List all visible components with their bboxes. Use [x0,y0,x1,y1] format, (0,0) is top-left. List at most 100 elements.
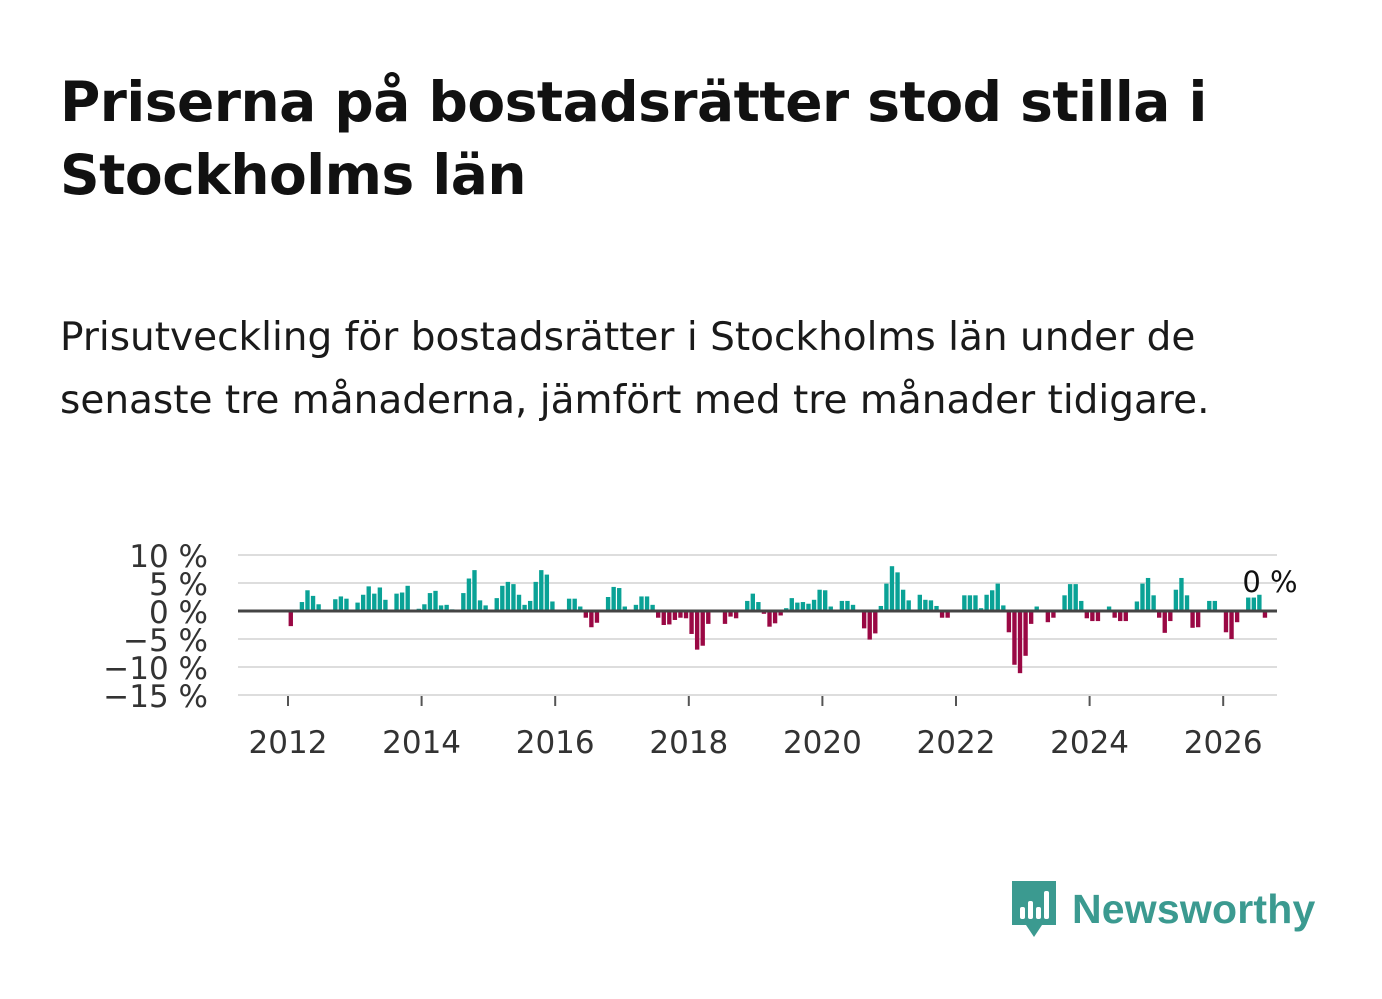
bar [656,611,661,618]
x-tick-label: 2024 [1050,725,1129,761]
bar [444,604,449,611]
bar [1090,611,1095,622]
bar [934,605,939,611]
bar [544,574,550,611]
bar [967,595,973,611]
bar [533,581,538,611]
y-tick-label: −15 % [103,679,208,715]
bar [867,611,872,640]
bar [399,592,405,611]
bar [683,611,689,619]
y-tick-label: −5 % [123,623,208,659]
bar [288,611,293,627]
bar [1095,611,1101,622]
bar [438,605,444,611]
bar [778,611,783,616]
x-tick-label: 2020 [783,725,862,761]
bar [1017,611,1023,674]
bar [1195,611,1201,628]
bar [811,599,817,611]
y-tick-label: 10 % [129,539,208,575]
bar [878,605,884,611]
bar [1134,601,1140,611]
bar [923,599,928,611]
bar [678,611,683,618]
bar [483,605,488,611]
bar [661,611,666,625]
bar [1118,611,1123,622]
bar [962,595,967,611]
bar [1045,611,1051,623]
bar [355,602,360,611]
y-tick-label: 5 % [149,567,208,603]
bar [494,598,499,611]
bar [839,600,845,611]
bar [461,593,466,611]
bar [817,589,822,611]
gridlines [238,554,1277,696]
bar [605,597,611,611]
bar [1207,600,1212,611]
bar [1006,611,1012,633]
bar [1223,611,1229,633]
bar [366,586,371,611]
bar [1157,611,1162,618]
bar [756,602,761,611]
bar [828,606,833,611]
bar [539,570,544,611]
bar [505,581,511,611]
bar [1257,594,1262,611]
bar [928,600,934,611]
bar [594,611,600,623]
bar [1251,597,1256,611]
bar [333,599,338,611]
bar [511,584,516,611]
bar [1079,600,1084,611]
x-tick-label: 2012 [249,725,328,761]
bar [566,598,572,611]
bar [1001,605,1006,611]
bar [939,611,945,618]
bar [1229,611,1234,639]
bar [466,578,472,611]
x-tick-label: 2018 [649,725,728,761]
bar [845,600,850,611]
last-value-label: 0 % [1242,565,1297,599]
bar [1234,611,1240,623]
bar [1151,595,1156,611]
bar [338,596,344,611]
x-tick-label: 2014 [382,725,461,761]
bar [433,590,438,611]
x-tick-label: 2026 [1184,725,1263,761]
bar [706,611,711,624]
bar [383,599,388,611]
bar [1179,577,1184,611]
bar [578,606,583,611]
bar [611,586,616,611]
bar [984,594,989,611]
bar [700,611,705,646]
bars [288,566,1268,674]
bar [360,594,366,611]
bar [1140,583,1145,611]
bar [589,611,594,628]
y-axis-ticks: 10 %5 %0 %−5 %−10 %−15 % [103,539,208,715]
bar [644,596,650,611]
x-axis-ticks: 2012 2014 2016 2018 2020 2022 2024 2026 [249,696,1263,761]
bar [1084,611,1089,619]
bar [722,611,728,624]
bar-chart: 10 %5 %0 %−5 %−10 %−15 % 2012 2014 2016 201… [103,539,1297,761]
bar [733,611,739,619]
bar [850,604,856,611]
bar [1073,584,1078,611]
bar [945,611,950,618]
bar [650,604,655,611]
bar [1062,595,1067,611]
bar [1168,611,1173,622]
bar [1023,611,1028,656]
bar [873,611,878,634]
bar [672,611,678,620]
bar [728,611,733,617]
bar [472,570,477,611]
y-tick-label: 0 % [149,595,208,631]
